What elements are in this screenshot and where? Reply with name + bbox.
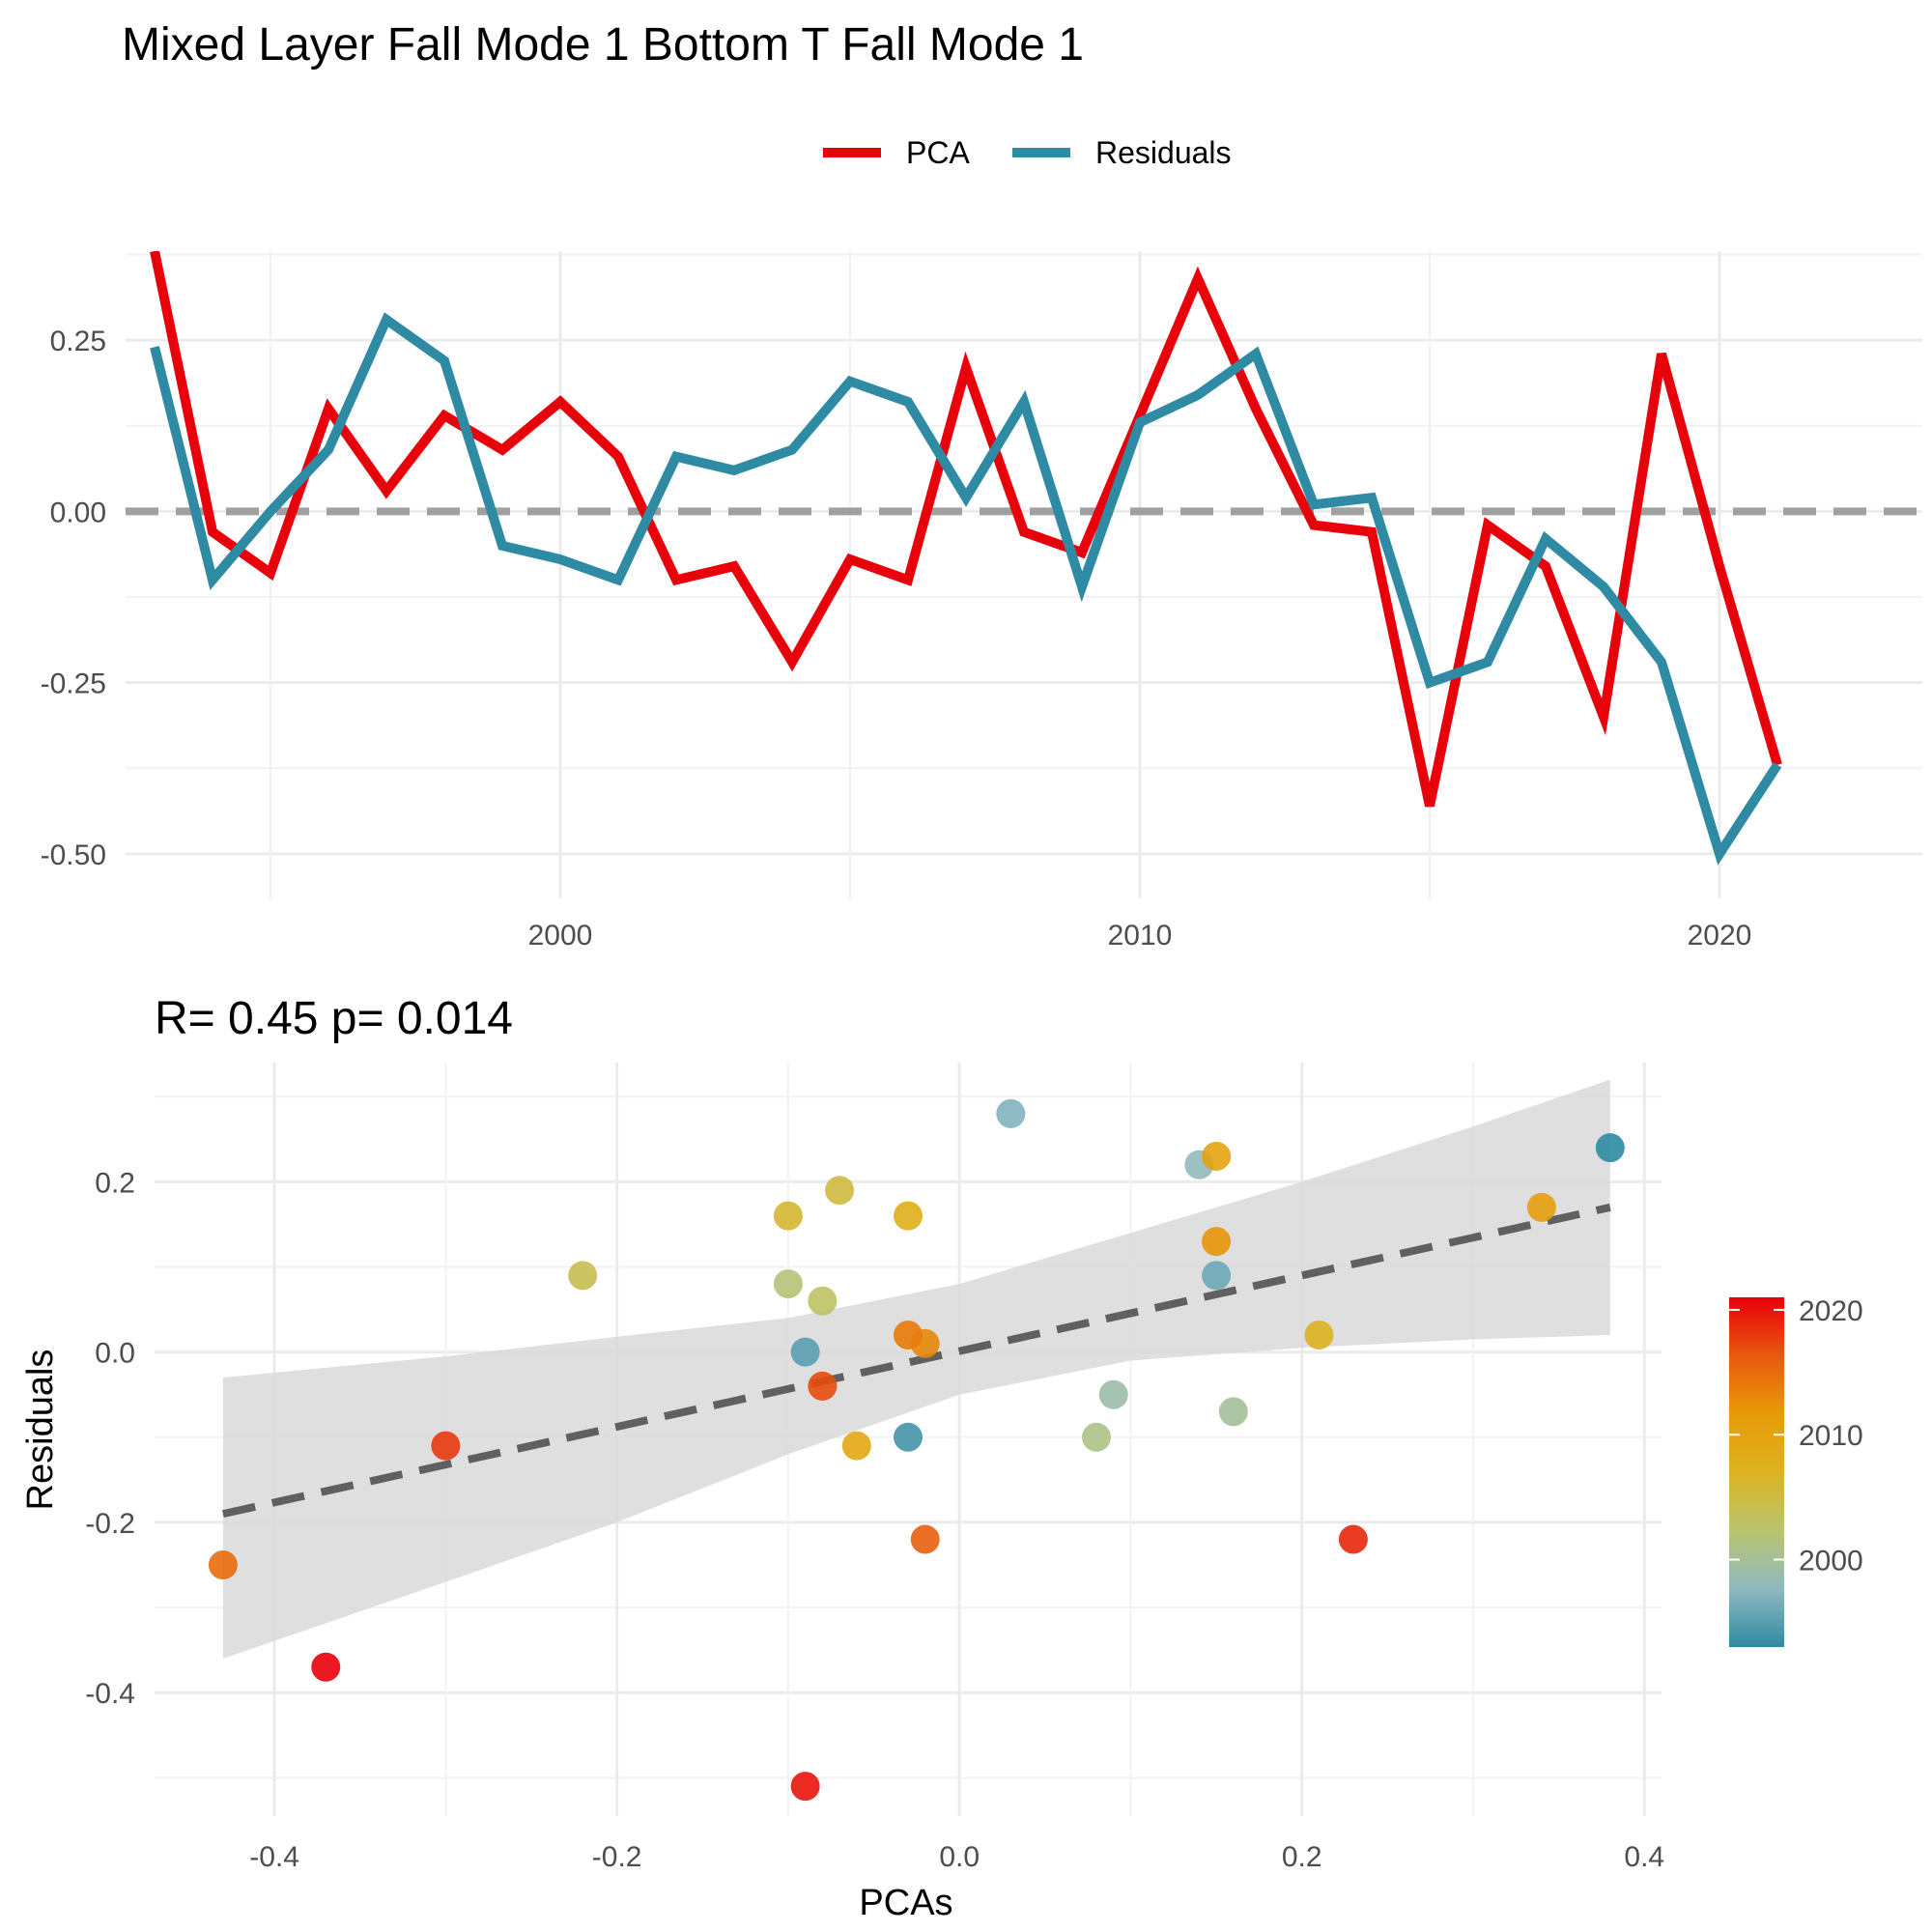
scatter-point — [568, 1261, 598, 1291]
x-tick-label: 2020 — [1688, 920, 1752, 952]
scatter-tick-labels: -0.4 -0.2 0.0 0.2 0.4 0.2 0.0 -0.2 -0.4 — [85, 1167, 1664, 1873]
timeseries-tick-labels: 2000 2010 2020 0.25 0.00 -0.25 -0.50 — [41, 326, 1752, 952]
timeseries-lines — [150, 251, 1782, 866]
scatter-point — [1304, 1321, 1334, 1350]
colorbar-ticks: 2020 2010 2000 — [1729, 1295, 1863, 1577]
colorbar-legend: 2020 2010 2000 — [1729, 1295, 1863, 1647]
timeseries-panel: PCA Residuals 2000 2010 2020 0.25 0.00 -0.25 -… — [41, 135, 1922, 952]
x-tick-label: 0.2 — [1282, 1841, 1322, 1873]
pca-series-line — [150, 251, 1782, 808]
x-tick-label: -0.2 — [592, 1841, 642, 1873]
timeseries-legend: PCA Residuals — [823, 135, 1232, 170]
scatter-point — [808, 1371, 838, 1401]
scatter-point — [894, 1321, 923, 1350]
y-tick-label: 0.00 — [50, 497, 106, 528]
scatter-point — [790, 1772, 820, 1802]
scatter-point — [1098, 1379, 1128, 1409]
scatter-points — [208, 1098, 1625, 1802]
legend-label-residuals: Residuals — [1095, 135, 1232, 170]
x-tick-label: 2000 — [528, 920, 593, 952]
colorbar-tick-label: 2010 — [1799, 1420, 1863, 1452]
scatter-point — [1082, 1422, 1111, 1452]
scatter-point — [1338, 1524, 1368, 1554]
colorbar-tick-label: 2020 — [1799, 1295, 1863, 1327]
scatter-point — [996, 1098, 1026, 1128]
y-tick-label: -0.25 — [41, 668, 106, 700]
fit-line — [222, 1203, 1611, 1519]
scatter-point — [1202, 1141, 1232, 1171]
residuals-series-line — [150, 312, 1782, 866]
scatter-point — [790, 1337, 820, 1367]
scatter-point — [808, 1286, 838, 1316]
scatter-point — [1595, 1133, 1625, 1163]
x-tick-label: 2010 — [1108, 920, 1173, 952]
scatter-point — [910, 1524, 940, 1554]
legend-label-pca: PCA — [906, 135, 970, 170]
timeseries-grid — [126, 251, 1922, 898]
colorbar-tick-label: 2000 — [1799, 1546, 1863, 1577]
regression-line — [222, 1203, 1611, 1519]
confidence-band — [222, 1079, 1610, 1659]
x-tick-label: -0.4 — [249, 1841, 299, 1873]
correlation-annotation: R= 0.45 p= 0.014 — [155, 993, 513, 1044]
scatter-panel: R= 0.45 p= 0.014 -0.4 -0.2 0.0 0.2 0.4 0.2 0.0… — [20, 993, 1863, 1923]
y-tick-label: -0.50 — [41, 839, 106, 871]
x-axis-title: PCAs — [859, 1883, 952, 1923]
y-tick-label: -0.2 — [85, 1508, 135, 1540]
scatter-point — [1202, 1227, 1232, 1257]
chart-title: Mixed Layer Fall Mode 1 Bottom T Fall Mo… — [122, 19, 1084, 71]
scatter-point — [773, 1201, 803, 1231]
colorbar-gradient — [1729, 1297, 1784, 1647]
scatter-point — [841, 1431, 871, 1461]
x-tick-label: 0.4 — [1624, 1841, 1664, 1873]
confidence-ribbon — [222, 1079, 1610, 1659]
y-axis-title: Residuals — [20, 1350, 61, 1511]
scatter-point — [894, 1422, 923, 1452]
scatter-point — [311, 1652, 341, 1682]
scatter-point — [431, 1431, 461, 1461]
y-tick-label: 0.2 — [95, 1167, 135, 1199]
scatter-point — [1526, 1192, 1556, 1222]
scatter-point — [773, 1269, 803, 1299]
scatter-point — [1218, 1397, 1248, 1427]
scatter-point — [1202, 1261, 1232, 1291]
y-tick-label: 0.25 — [50, 326, 106, 357]
x-tick-label: 0.0 — [939, 1841, 980, 1873]
y-tick-label: -0.4 — [85, 1678, 135, 1710]
y-tick-label: 0.0 — [95, 1338, 135, 1370]
scatter-point — [208, 1550, 238, 1579]
scatter-point — [894, 1201, 923, 1231]
scatter-point — [825, 1176, 855, 1206]
